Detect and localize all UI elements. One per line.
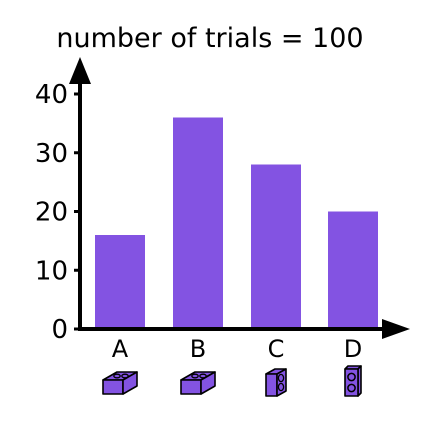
x-axis-ticks: A B C D xyxy=(112,335,362,363)
x-axis-arrow xyxy=(382,319,410,339)
axes xyxy=(69,57,410,339)
bar-b xyxy=(173,117,223,329)
brick-1x2-tall-icon xyxy=(265,368,287,397)
y-tick-label: 20 xyxy=(35,198,68,228)
y-tick-label: 30 xyxy=(35,139,68,169)
brick-1x2-standing-icon xyxy=(344,365,362,397)
y-tick-label: 0 xyxy=(51,315,68,345)
brick-2x2-icon xyxy=(180,371,216,395)
brick-2x2-icon xyxy=(102,371,138,395)
x-tick-label: B xyxy=(190,335,206,363)
y-tick-label: 10 xyxy=(35,256,68,286)
x-tick-label: A xyxy=(112,335,129,363)
x-tick-label: C xyxy=(268,335,285,363)
bars xyxy=(95,117,378,329)
y-axis-arrow xyxy=(69,57,91,84)
y-tick-label: 40 xyxy=(35,80,68,110)
y-axis-ticks: 0 10 20 30 40 xyxy=(35,80,82,345)
x-tick-label: D xyxy=(344,335,362,363)
bar-a xyxy=(95,235,145,329)
chart-title: number of trials = 100 xyxy=(56,23,363,54)
category-icons xyxy=(102,365,362,397)
bar-d xyxy=(328,211,378,329)
bar-c xyxy=(251,164,301,329)
